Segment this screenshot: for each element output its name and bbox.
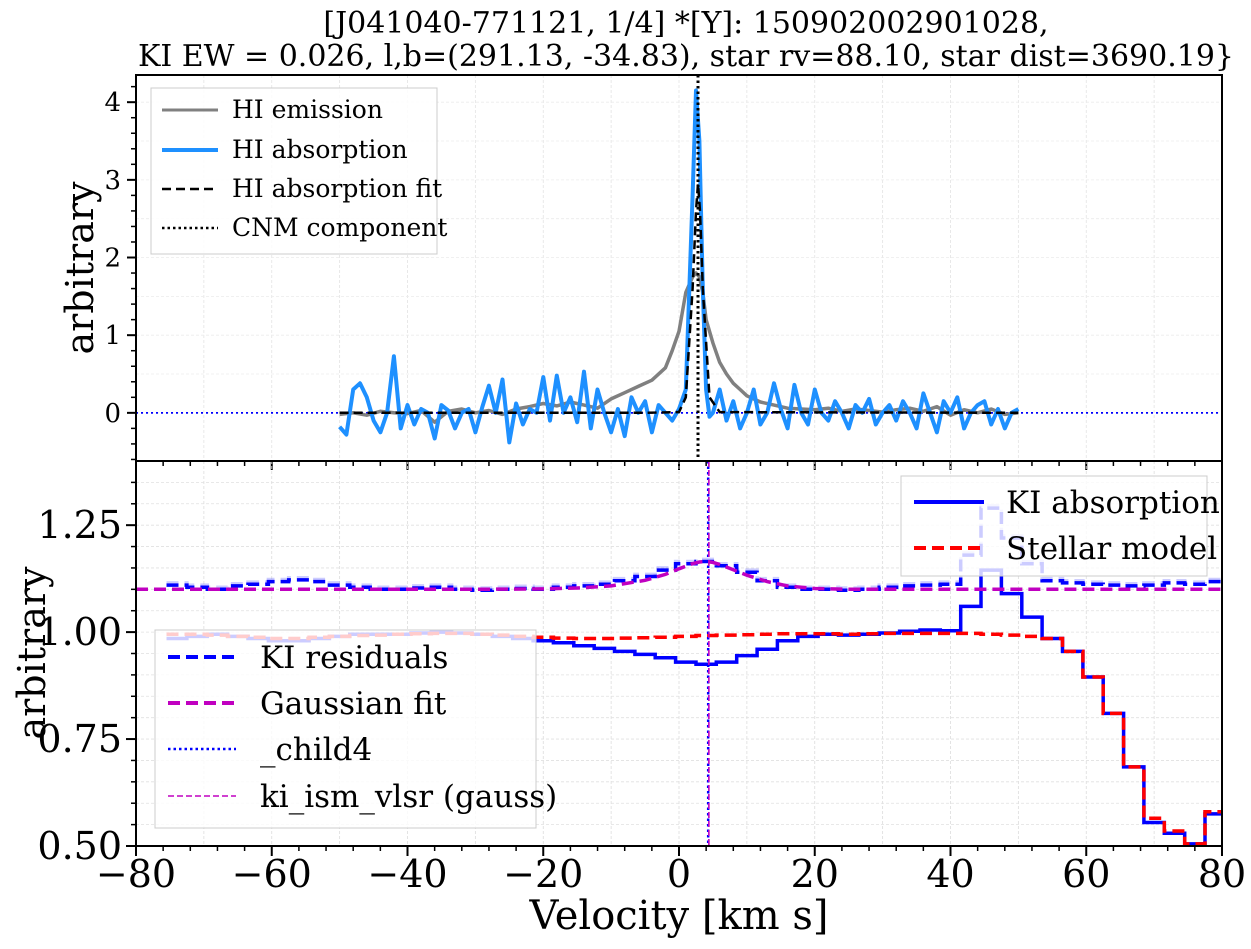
top-series [136, 75, 1222, 461]
legend-label-child4: _child4 [260, 732, 372, 768]
legend-label-cnm-component: CNM component [232, 213, 447, 242]
top-y-tick-label: 3 [104, 166, 121, 196]
x-tick-label: 20 [791, 852, 839, 896]
top-legend: HI emission HI absorption HI absorption … [150, 87, 447, 255]
x-tick-label: 0 [667, 852, 691, 896]
x-tick-label: −80 [96, 852, 176, 896]
x-tick-label: 40 [926, 852, 974, 896]
x-tick-label: −60 [232, 852, 312, 896]
bottom-panel: 0.50 0.75 1.00 1.25 −80 −60 −40 −20 0 20 40 60 80 ar… [10, 460, 1246, 939]
legend-label-hi-emission: HI emission [232, 95, 383, 124]
top-y-tick-label: 4 [104, 88, 121, 118]
bottom-y-tick-label: 0.50 [37, 824, 122, 868]
legend-label-ki-residuals: KI residuals [260, 640, 448, 676]
series-line-gaussian-fit [136, 559, 1222, 592]
top-y-tick-label: 1 [104, 321, 121, 351]
x-tick-label: −20 [503, 852, 583, 896]
series-line-hi-absorption [338, 88, 1020, 445]
legend-label-hi-absorption: HI absorption [232, 135, 408, 164]
chart-title-line2: KI EW = 0.026, l,b=(291.13, -34.83), sta… [138, 39, 1234, 74]
bottom-y-tick-label: 1.00 [37, 610, 122, 654]
x-tick-label: −40 [367, 852, 447, 896]
bottom-y-tick-label: 0.75 [37, 717, 122, 761]
legend-label-hi-absorption-fit: HI absorption fit [232, 174, 442, 203]
legend-label-gaussian-fit: Gaussian fit [260, 686, 447, 722]
x-tick-label: 60 [1062, 852, 1110, 896]
x-axis-label: Velocity [km s] [529, 893, 829, 939]
bottom-y-axis-label: arbitrary [10, 566, 54, 740]
top-y-tick-label: 0 [104, 399, 121, 429]
bottom-legend-top-right: KI absorption Stellar model [900, 475, 1220, 577]
legend-label-stellar-model: Stellar model [1006, 531, 1217, 567]
x-tick-label: 80 [1198, 852, 1246, 896]
legend-label-ki-absorption: KI absorption [1006, 485, 1220, 521]
series-line-hi-absorption-fit [339, 183, 1019, 415]
chart-title-line1: [J041040-771121, 1/4] *[Y]: 150902002901… [323, 6, 1048, 41]
top-y-tick-label: 2 [104, 244, 121, 274]
bottom-y-tick-label: 1.25 [37, 503, 122, 547]
legend-label-ki-ism-vlsr: ki_ism_vlsr (gauss) [260, 779, 557, 815]
bottom-legend-lower-left: KI residuals Gaussian fit _child4 ki_ism… [154, 629, 557, 829]
bottom-ticks: 0.50 0.75 1.00 1.25 −80 −60 −40 −20 0 20 40 60 80 [37, 481, 1246, 896]
top-y-axis-label: arbitrary [58, 181, 102, 355]
top-panel: 0 1 2 3 4 arbitrary HI emission HI absorptio… [58, 74, 1223, 470]
